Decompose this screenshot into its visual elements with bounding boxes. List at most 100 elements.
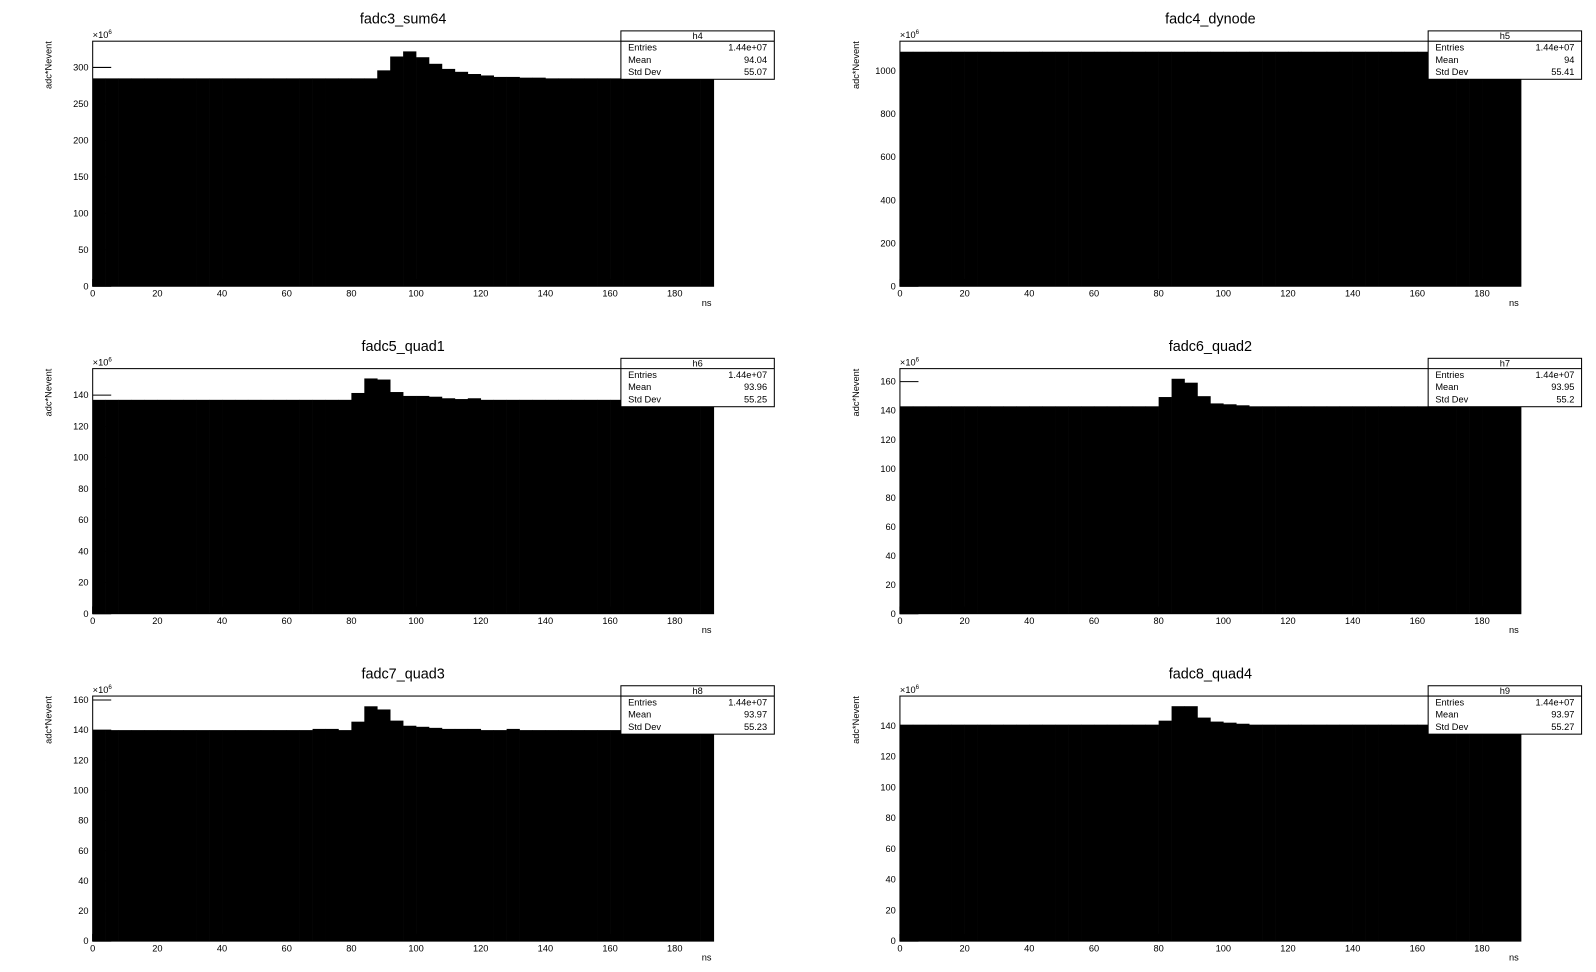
histogram-bar [467,728,482,942]
histogram-bar [1029,724,1043,942]
x-tick-label: 160 [602,289,617,299]
x-tick-label: 0 [90,289,95,299]
histogram-bar [1391,724,1405,942]
x-tick-label: 140 [1345,943,1360,953]
histogram-bar [977,406,991,614]
histogram-bar [273,730,288,942]
stats-value: 55.27 [1551,722,1574,732]
x-tick-label: 120 [473,616,488,626]
histogram-bar [105,78,119,287]
stats-label: Std Dev [1435,67,1468,77]
histogram-bar [338,730,352,942]
stats-name: h4 [692,31,702,41]
histogram-bar [1339,724,1353,942]
histogram-bar [1068,724,1082,942]
histogram-bar [506,728,520,942]
histogram-bar [1378,406,1392,614]
y-tick-label: 250 [73,99,88,109]
histogram-bar [377,709,391,942]
y-tick-label: 80 [78,816,88,826]
x-tick-label: 40 [1024,616,1034,626]
stats-name: h9 [1500,686,1510,696]
histogram-bar [1055,51,1069,287]
histogram-bar [286,78,300,287]
histogram-bar [416,726,430,942]
x-tick-label: 80 [1153,616,1163,626]
histogram-bar [1158,397,1172,614]
histogram-bar [1132,406,1147,614]
histogram-bar [403,395,417,614]
histogram-bar [1287,724,1302,942]
histogram-bar [325,78,339,287]
histogram-bar [1197,717,1211,942]
histogram-bar [1223,51,1237,287]
histogram-panel: fadc5_quad1 0 20 40 60 80 100 120 140 160 180 0 20 40… [43,339,775,635]
histogram-bar [925,406,940,614]
histogram-bar [1171,378,1185,614]
histogram-bar [286,399,300,614]
histogram-bar [648,78,663,287]
histogram-bar [105,730,119,942]
histogram-bar [558,730,572,942]
histogram-bar [1171,706,1185,942]
histogram-bar [118,399,132,614]
y-exponent-base: ×10 [900,685,916,695]
y-tick-label: 600 [880,152,895,162]
histogram-bar [222,399,236,614]
histogram-bar [234,730,249,942]
y-exponent: ×106 [93,684,113,695]
x-tick-label: 120 [1280,943,1295,953]
y-tick-label: 140 [73,725,88,735]
histogram-bar [1404,406,1418,614]
x-tick-label: 180 [1474,943,1489,953]
histogram-bar [1430,51,1444,287]
histogram-bar [441,68,456,287]
histogram-bar [990,406,1004,614]
histogram-bar [1262,406,1276,614]
stats-value: 55.07 [744,67,767,77]
histogram-bar [1197,396,1211,614]
histogram-bar [1507,406,1522,614]
stats-value: 55.25 [744,395,767,405]
y-tick-label: 300 [73,63,88,73]
histogram-bar [925,51,940,287]
y-axis-label: adc*Nevent [43,368,53,416]
x-tick-label: 160 [1410,289,1425,299]
histogram-bar [964,724,978,942]
stats-label: Std Dev [1435,395,1468,405]
stats-value: 1.44e+07 [1536,370,1575,380]
y-axis-label: adc*Nevent [851,696,861,744]
histogram-bar [700,78,714,287]
x-tick-label: 60 [1089,943,1099,953]
histogram-bar [441,398,456,614]
histogram-bar [1365,724,1379,942]
histogram-bar [700,399,714,614]
histogram-bar [545,730,559,942]
stats-value: 93.97 [1551,710,1574,720]
histogram-bar [390,56,404,287]
x-tick-label: 40 [217,943,227,953]
histogram-bar [454,728,469,942]
histogram-bar [1365,51,1379,287]
y-tick-label: 40 [78,546,88,556]
y-tick-label: 60 [886,522,896,532]
histogram-bar [299,78,313,287]
histogram-bar [247,730,262,942]
stats-name: h5 [1500,31,1510,41]
histogram-bar [1042,406,1056,614]
histogram-bar [1119,724,1134,942]
y-tick-label: 120 [880,752,895,762]
histogram-bar [222,78,236,287]
x-tick-label: 80 [1153,943,1163,953]
histogram-bar [623,399,637,614]
histogram-bar [196,399,210,614]
y-exponent: ×106 [900,356,920,367]
histogram-bar [428,727,443,942]
histogram-bar [1158,720,1172,942]
histogram-bar [131,78,145,287]
histogram-bar [925,724,940,942]
stats-value: 94 [1564,55,1574,65]
histogram-bar [260,78,275,287]
